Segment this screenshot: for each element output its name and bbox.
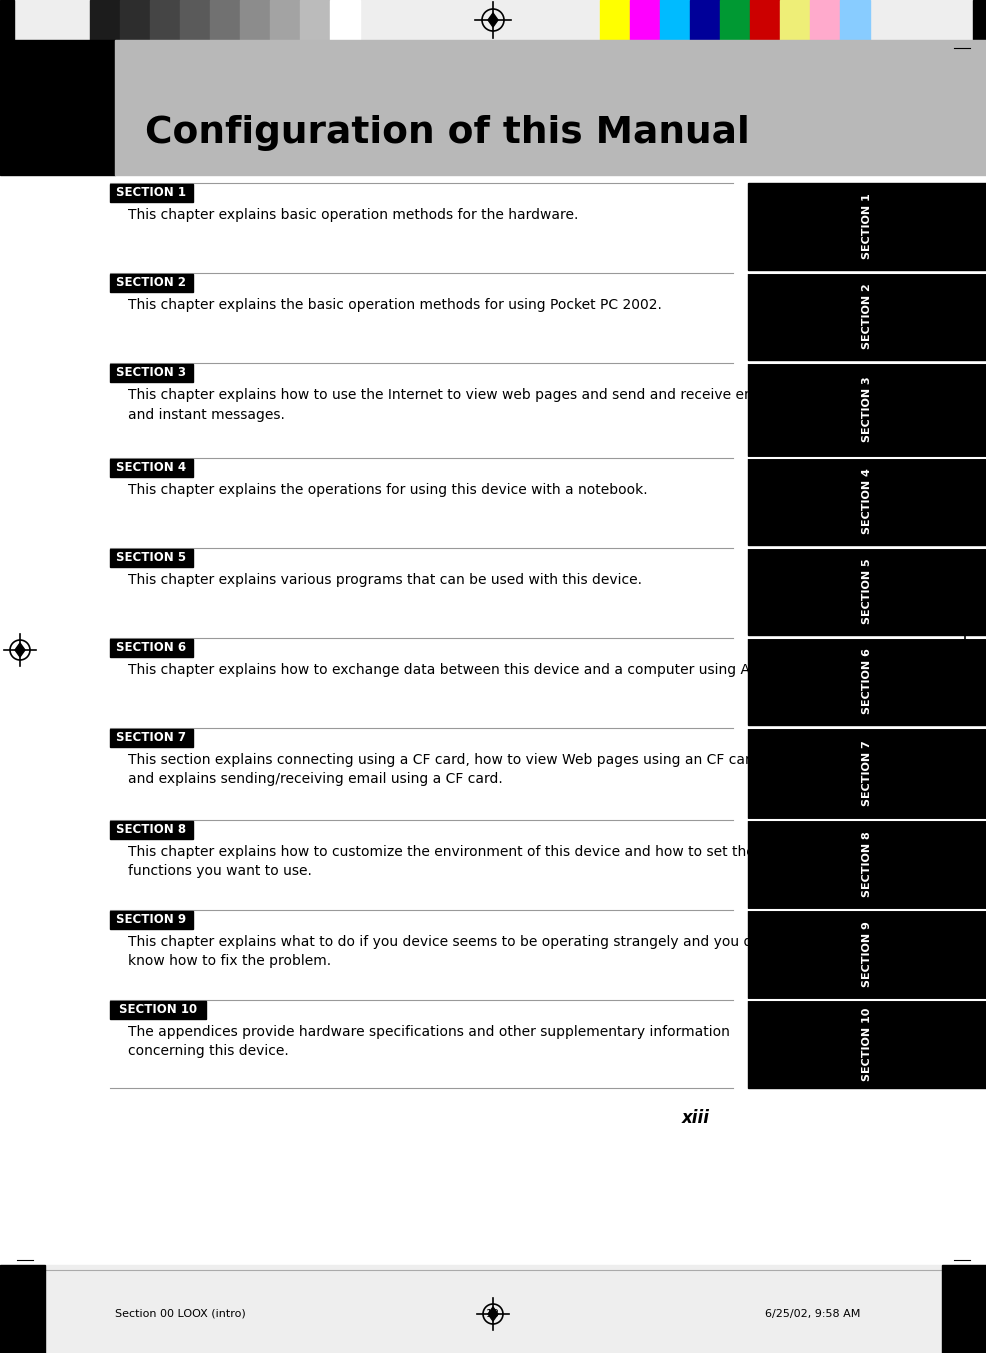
Text: xiii: xiii — [681, 1109, 709, 1127]
Polygon shape — [959, 643, 969, 658]
Bar — [749, 0, 779, 41]
Text: SECTION 6: SECTION 6 — [862, 648, 872, 714]
Text: SECTION 8: SECTION 8 — [116, 823, 186, 836]
Bar — [109, 364, 193, 382]
Bar — [0, 0, 14, 41]
Text: SECTION 5: SECTION 5 — [116, 551, 186, 564]
Text: SECTION 3: SECTION 3 — [116, 367, 186, 379]
Bar — [629, 0, 660, 41]
Text: SECTION 1: SECTION 1 — [116, 185, 186, 199]
Text: SECTION 7: SECTION 7 — [116, 731, 186, 744]
Text: 13: 13 — [485, 1308, 500, 1319]
Text: SECTION 10: SECTION 10 — [119, 1003, 197, 1016]
Text: This chapter explains how to customize the environment of this device and how to: This chapter explains how to customize t… — [128, 846, 754, 878]
Bar — [0, 1265, 986, 1353]
Bar — [660, 0, 689, 41]
Polygon shape — [15, 643, 25, 658]
Bar — [179, 0, 210, 41]
Bar — [109, 1001, 206, 1019]
Bar — [972, 0, 986, 41]
Bar — [150, 0, 179, 41]
Bar — [109, 911, 193, 930]
Bar — [300, 0, 329, 41]
Text: SECTION 6: SECTION 6 — [116, 641, 186, 653]
Bar — [747, 273, 986, 360]
Bar — [109, 821, 193, 839]
Bar — [0, 0, 986, 41]
Text: SECTION 9: SECTION 9 — [862, 921, 872, 986]
Text: 6/25/02, 9:58 AM: 6/25/02, 9:58 AM — [764, 1308, 859, 1319]
Text: This chapter explains how to exchange data between this device and a computer us: This chapter explains how to exchange da… — [128, 663, 820, 676]
Bar — [599, 0, 629, 41]
Bar — [240, 0, 270, 41]
Bar — [270, 0, 300, 41]
Bar — [747, 1000, 986, 1088]
Text: SECTION 2: SECTION 2 — [116, 276, 186, 290]
Text: SECTION 8: SECTION 8 — [862, 831, 872, 897]
Bar — [810, 0, 839, 41]
Bar — [747, 363, 986, 456]
Text: SECTION 1: SECTION 1 — [862, 193, 872, 260]
Bar — [747, 728, 986, 819]
Text: This section explains connecting using a CF card, how to view Web pages using an: This section explains connecting using a… — [128, 754, 758, 786]
Text: SECTION 3: SECTION 3 — [862, 376, 872, 442]
Bar — [115, 41, 986, 175]
Bar — [90, 0, 120, 41]
Text: This chapter explains various programs that can be used with this device.: This chapter explains various programs t… — [128, 574, 641, 587]
Text: This chapter explains what to do if you device seems to be operating strangely a: This chapter explains what to do if you … — [128, 935, 787, 969]
Text: SECTION 5: SECTION 5 — [862, 559, 872, 624]
Text: SECTION 2: SECTION 2 — [862, 284, 872, 349]
Bar — [329, 0, 360, 41]
Text: This chapter explains the operations for using this device with a notebook.: This chapter explains the operations for… — [128, 483, 647, 497]
Bar — [719, 0, 749, 41]
Bar — [109, 729, 193, 747]
Polygon shape — [487, 14, 498, 27]
Text: The appendices provide hardware specifications and other supplementary informati: The appendices provide hardware specific… — [128, 1026, 729, 1058]
Text: SECTION 4: SECTION 4 — [116, 461, 186, 474]
Polygon shape — [487, 1307, 498, 1321]
Bar — [109, 275, 193, 292]
Bar — [941, 1265, 986, 1353]
Bar — [0, 41, 115, 175]
Bar — [839, 0, 869, 41]
Bar — [109, 639, 193, 658]
Text: This chapter explains the basic operation methods for using Pocket PC 2002.: This chapter explains the basic operatio… — [128, 298, 662, 313]
Bar — [747, 639, 986, 725]
Bar — [689, 0, 719, 41]
Bar — [120, 0, 150, 41]
Text: SECTION 9: SECTION 9 — [116, 913, 186, 925]
Bar — [210, 0, 240, 41]
Bar — [109, 459, 193, 478]
Text: This chapter explains how to use the Internet to view web pages and send and rec: This chapter explains how to use the Int… — [128, 388, 773, 422]
Bar — [747, 820, 986, 908]
Bar — [109, 549, 193, 567]
Bar — [747, 183, 986, 271]
Text: SECTION 10: SECTION 10 — [862, 1008, 872, 1081]
Bar — [747, 911, 986, 999]
Bar — [779, 0, 810, 41]
Text: SECTION 4: SECTION 4 — [862, 468, 872, 534]
Bar — [747, 459, 986, 545]
Text: Configuration of this Manual: Configuration of this Manual — [145, 115, 749, 152]
Bar — [109, 184, 193, 202]
Text: Section 00 LOOX (intro): Section 00 LOOX (intro) — [115, 1308, 246, 1319]
Text: SECTION 7: SECTION 7 — [862, 740, 872, 806]
Text: This chapter explains basic operation methods for the hardware.: This chapter explains basic operation me… — [128, 208, 578, 222]
Bar — [747, 548, 986, 635]
Bar — [0, 1265, 45, 1353]
